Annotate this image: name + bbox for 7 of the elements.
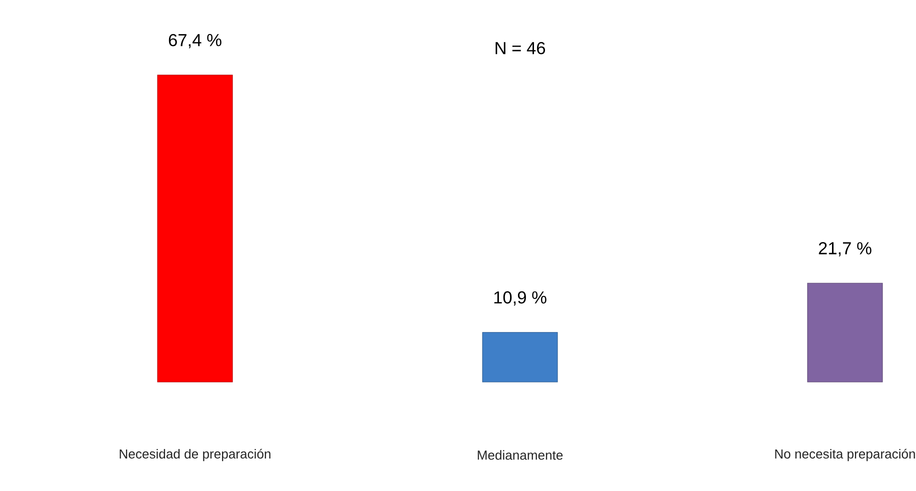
text: N = 46 (496, 42, 546, 54)
data-label: 67,4 % (168, 34, 222, 48)
x-tick-label: No necesita preparación (775, 448, 915, 462)
x-tick-label: Necesidad de preparación (120, 448, 270, 462)
data-label: 21,7 % (818, 242, 872, 256)
x-tick-label: Medianamente (478, 450, 563, 460)
data-label: 10,9 % (494, 291, 546, 306)
